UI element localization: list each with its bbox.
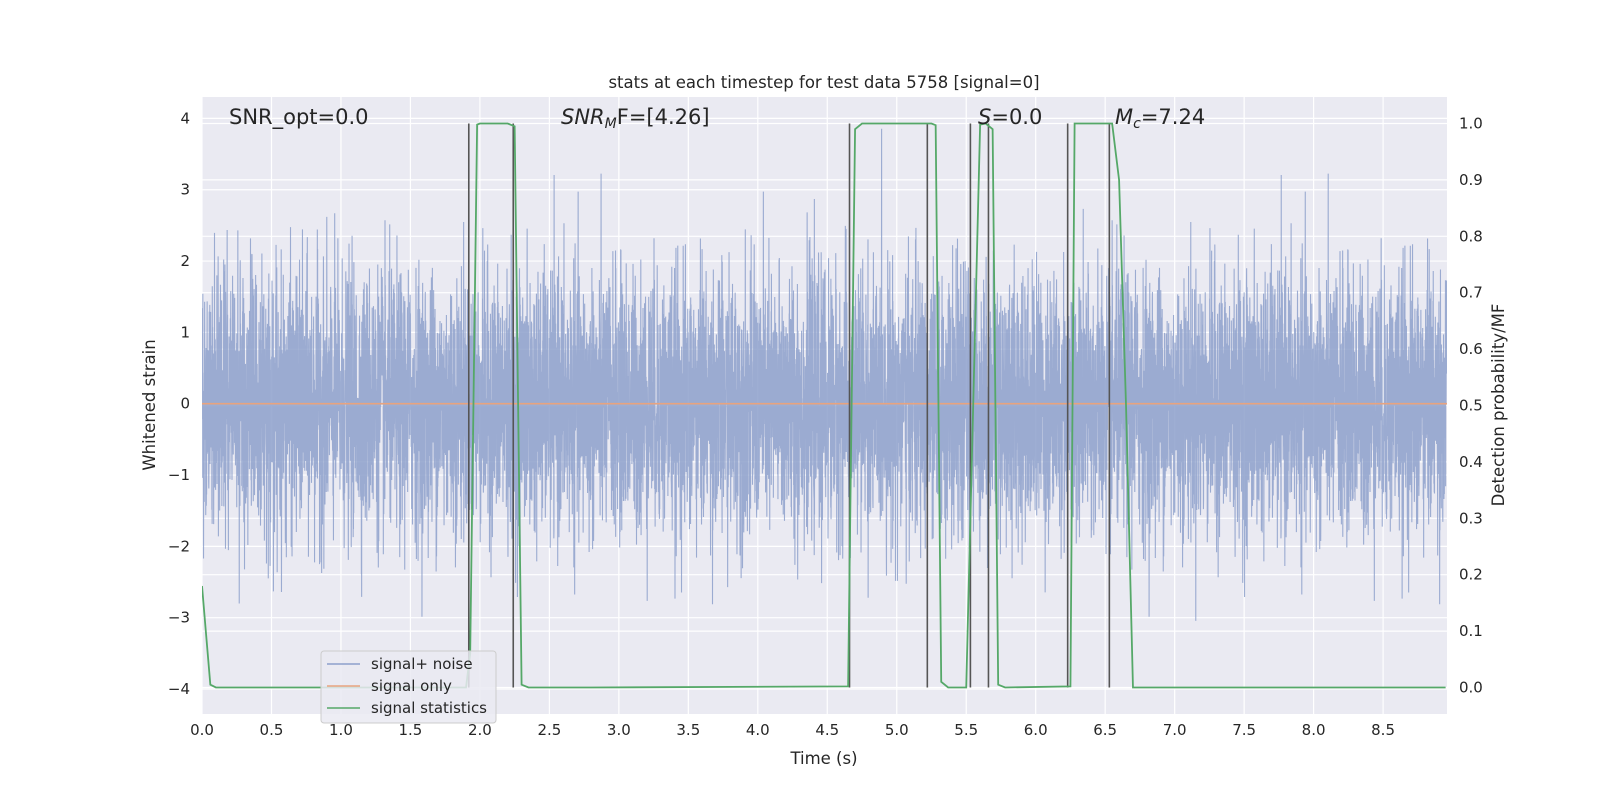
x-tick-9: 4.5 — [815, 721, 839, 739]
annotation-snr-mf-main: SNR — [561, 105, 605, 129]
y-right-tick-10: 1.0 — [1459, 115, 1483, 133]
x-axis-label: Time (s) — [789, 749, 857, 768]
annotation-s-main: S — [978, 105, 991, 129]
y-left-tick-1: −3 — [168, 609, 190, 627]
x-tick-4: 2.0 — [468, 721, 492, 739]
annotation-snr-mf-sub: M — [605, 116, 617, 132]
x-tick-0: 0.0 — [190, 721, 214, 739]
y-left-tick-3: −1 — [168, 466, 190, 484]
x-tick-12: 6.0 — [1024, 721, 1048, 739]
x-tick-17: 8.5 — [1371, 721, 1395, 739]
annotation-mc-main: M — [1115, 105, 1133, 129]
x-tick-1: 0.5 — [260, 721, 284, 739]
x-tick-16: 8.0 — [1302, 721, 1326, 739]
y-left-tick-4: 0 — [180, 395, 190, 413]
annotation-snr-opt: SNR_opt=0.0 — [229, 105, 369, 130]
x-tick-3: 1.5 — [398, 721, 422, 739]
y-left-tick-6: 2 — [180, 252, 190, 270]
y-left-tick-2: −2 — [168, 537, 190, 555]
y-axis-label-left: Whitened strain — [140, 339, 159, 470]
tick-labels: 0.0 0.5 1.0 1.5 2.0 2.5 3.0 3.5 4.0 4.5 5.0 5.5 6.0 6… — [168, 109, 1483, 739]
y-right-tick-7: 0.7 — [1459, 284, 1483, 302]
x-tick-13: 6.5 — [1093, 721, 1117, 739]
y-right-tick-0: 0.0 — [1459, 678, 1483, 696]
y-right-tick-8: 0.8 — [1459, 227, 1483, 245]
annotation-snr-mf-rest: F=[4.26] — [617, 105, 710, 129]
legend-box — [320, 650, 497, 724]
annotation-snr-mf: SNRMF=[4.26] — [561, 105, 710, 132]
x-tick-6: 3.0 — [607, 721, 631, 739]
line-signal-plus-noise — [202, 128, 1447, 621]
annotation-mc-sub: c — [1133, 116, 1141, 132]
y-left-tick-0: −4 — [168, 680, 190, 698]
series-signal-plus-noise — [202, 128, 1447, 621]
y-left-tick-8: 4 — [180, 109, 190, 127]
series-signal-statistics — [202, 122, 1446, 689]
x-tick-5: 2.5 — [537, 721, 561, 739]
y-axis-label-right: Detection probability/MF — [1489, 304, 1508, 507]
y-right-tick-3: 0.3 — [1459, 509, 1483, 527]
legend-label-1: signal only — [371, 677, 452, 695]
y-right-tick-2: 0.2 — [1459, 566, 1483, 584]
legend-label-2: signal statistics — [371, 699, 487, 717]
x-tick-10: 5.0 — [885, 721, 909, 739]
legend: signal+ noise signal only signal statist… — [320, 650, 497, 724]
y-right-tick-5: 0.5 — [1459, 397, 1483, 415]
annotation-s: S=0.0 — [978, 105, 1042, 129]
legend-label-0: signal+ noise — [371, 655, 473, 673]
y-left-tick-5: 1 — [180, 323, 190, 341]
annotation-mc-rest: =7.24 — [1141, 105, 1205, 129]
annotation-mc: Mc=7.24 — [1115, 105, 1205, 132]
x-tick-8: 4.0 — [746, 721, 770, 739]
y-right-tick-6: 0.6 — [1459, 340, 1483, 358]
x-tick-15: 7.5 — [1232, 721, 1256, 739]
chart-title: stats at each timestep for test data 575… — [608, 73, 1039, 92]
x-tick-14: 7.0 — [1163, 721, 1187, 739]
x-tick-2: 1.0 — [329, 721, 353, 739]
x-tick-11: 5.5 — [954, 721, 978, 739]
x-tick-7: 3.5 — [676, 721, 700, 739]
y-right-tick-9: 0.9 — [1459, 171, 1483, 189]
annotation-s-rest: =0.0 — [991, 105, 1042, 129]
y-right-tick-1: 0.1 — [1459, 622, 1483, 640]
y-left-tick-7: 3 — [180, 181, 190, 199]
line-signal-statistics — [202, 122, 1446, 689]
y-right-tick-4: 0.4 — [1459, 453, 1483, 471]
